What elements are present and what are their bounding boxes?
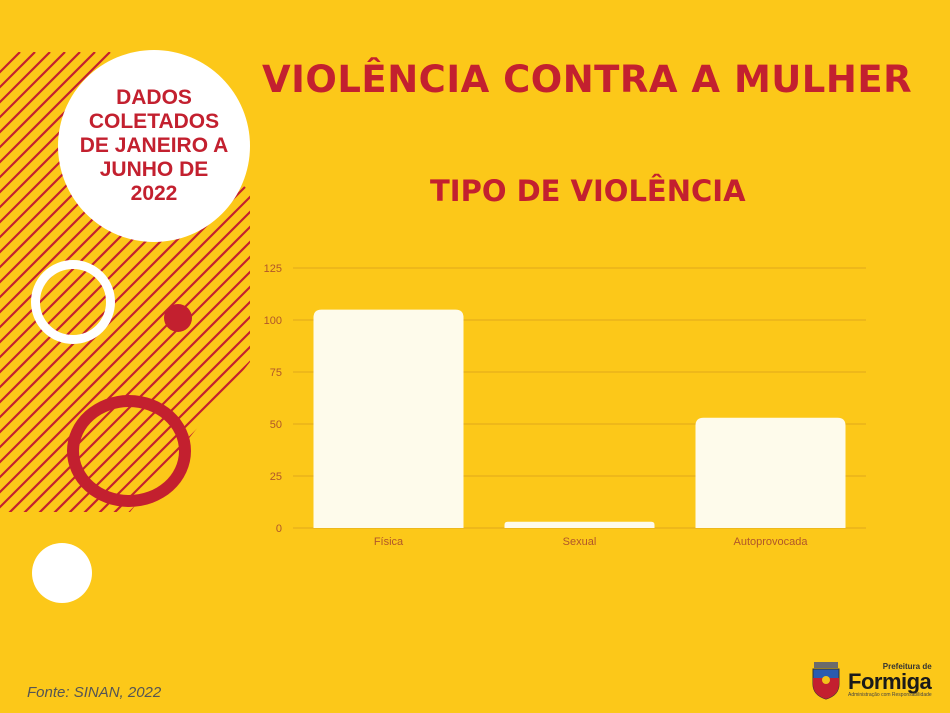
logo-small-text: Prefeitura de — [882, 661, 932, 671]
x-tick-label-física: Física — [374, 536, 404, 548]
logo-big-text: Formiga — [848, 668, 932, 694]
x-tick-label-sexual: Sexual — [563, 536, 597, 548]
coat-of-arms-icon — [812, 662, 840, 700]
y-axis-tick-labels: 0 25 50 75 100 125 — [264, 263, 282, 535]
bar-sexual — [504, 521, 655, 528]
white-dot-decoration — [32, 543, 92, 603]
bar-autoprovocada — [695, 417, 846, 528]
y-tick-label-0: 0 — [276, 523, 282, 535]
y-tick-label-100: 100 — [264, 315, 282, 327]
y-tick-label-25: 25 — [270, 471, 282, 483]
red-dot-decoration — [164, 304, 192, 332]
source-note: Fonte: SINAN, 2022 — [27, 684, 162, 701]
x-axis-tick-labels: Física Sexual Autoprovocada — [374, 536, 809, 548]
y-tick-label-125: 125 — [264, 263, 282, 275]
chart-title: TIPO DE VIOLÊNCIA — [430, 174, 746, 208]
chart-bars — [313, 309, 846, 528]
white-ring-decoration — [31, 260, 115, 344]
date-range-text: DADOS COLETADOS DE JANEIRO A JUNHO DE 20… — [79, 86, 229, 205]
x-tick-label-autoprovocada: Autoprovocada — [734, 536, 809, 548]
y-tick-label-75: 75 — [270, 367, 282, 379]
logo-tagline: Administração com Responsabilidade — [848, 691, 932, 698]
page-title: VIOLÊNCIA CONTRA A MULHER — [262, 58, 913, 101]
municipality-logo: Prefeitura de Formiga Administração com … — [810, 660, 932, 700]
date-range-badge: DADOS COLETADOS DE JANEIRO A JUNHO DE 20… — [58, 50, 250, 242]
bar-física — [313, 309, 464, 528]
y-tick-label-50: 50 — [270, 419, 282, 431]
